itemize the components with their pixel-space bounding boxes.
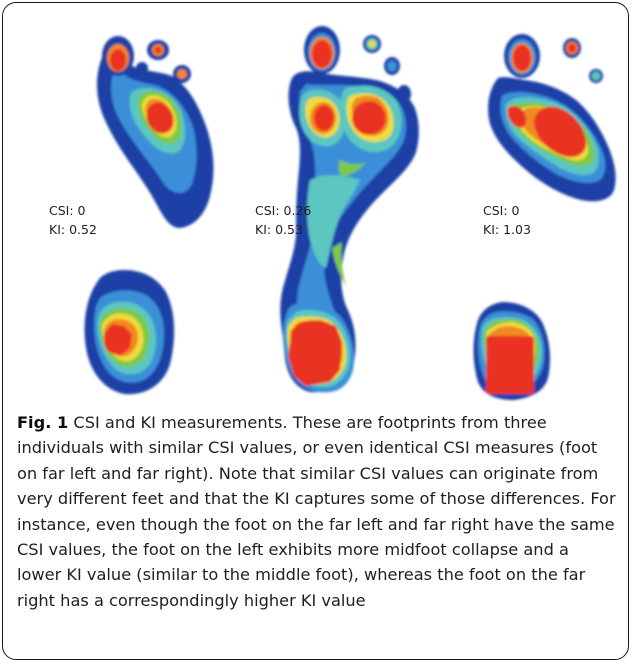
middle-foot-labels: CSI: 0.26 KI: 0.53 [255,201,311,239]
middle-foot [280,26,419,393]
right-foot-forefoot [488,34,616,202]
figure-caption: Fig. 1 CSI and KI measurements. These ar… [17,410,617,613]
right-foot-csi-label: CSI: 0 [483,203,520,218]
right-foot-ki-label: KI: 1.03 [483,222,531,237]
figure-label: Fig. 1 [17,413,69,432]
left-foot-ki-label: KI: 0.52 [49,222,97,237]
right-foot-labels: CSI: 0 KI: 1.03 [483,201,531,239]
middle-foot-csi-label: CSI: 0.26 [255,203,312,218]
caption-text: CSI and KI measurements. These are footp… [17,413,616,610]
left-foot-csi-label: CSI: 0 [49,203,86,218]
left-foot-labels: CSI: 0 KI: 0.52 [49,201,97,239]
left-foot-heel [84,270,175,395]
left-foot-forefoot [97,36,214,228]
middle-foot-ki-label: KI: 0.53 [255,222,303,237]
pressure-footprint-figure [84,26,616,400]
right-foot-heel [473,302,550,400]
